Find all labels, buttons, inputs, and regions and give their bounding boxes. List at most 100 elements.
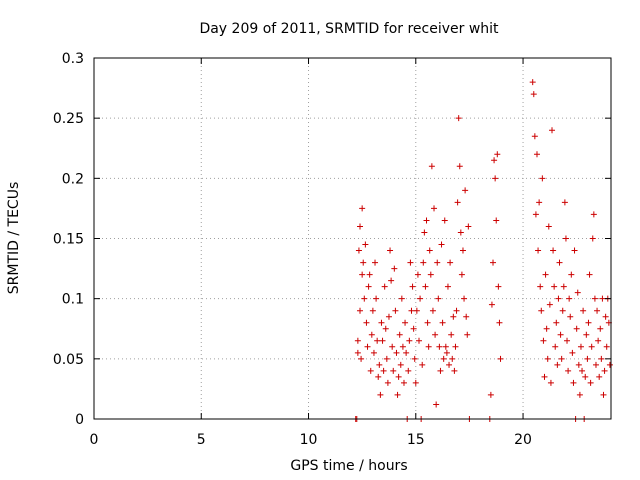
data-point — [592, 361, 599, 368]
data-point — [583, 331, 590, 338]
data-point — [362, 241, 369, 248]
data-point — [557, 331, 564, 338]
data-point — [434, 259, 441, 266]
data-point — [577, 343, 584, 350]
data-point — [370, 349, 377, 356]
data-point — [420, 259, 427, 266]
data-point — [566, 295, 573, 302]
data-point — [580, 307, 587, 314]
y-tick-label: 0.25 — [53, 111, 84, 127]
data-point — [428, 163, 435, 170]
data-point — [597, 325, 604, 332]
data-point — [382, 325, 389, 332]
data-point — [357, 223, 364, 230]
data-point — [432, 331, 439, 338]
data-point — [574, 289, 581, 296]
data-point — [441, 217, 448, 224]
data-point — [549, 127, 556, 134]
data-point — [600, 391, 607, 398]
data-point — [369, 307, 376, 314]
data-point — [385, 313, 392, 320]
data-point — [366, 271, 373, 278]
data-point — [453, 307, 460, 314]
data-point — [384, 379, 391, 386]
data-point — [442, 343, 449, 350]
data-point — [365, 283, 372, 290]
data-point — [452, 343, 459, 350]
data-point — [403, 349, 410, 356]
data-point — [575, 361, 582, 368]
data-point — [554, 361, 561, 368]
data-point — [421, 229, 428, 236]
data-point — [587, 379, 594, 386]
data-point — [416, 337, 423, 344]
data-point — [450, 313, 457, 320]
data-point — [591, 295, 598, 302]
data-point — [374, 337, 381, 344]
y-tick-label: 0.05 — [53, 352, 84, 368]
data-point — [497, 355, 504, 362]
data-point — [546, 301, 553, 308]
data-point — [564, 337, 571, 344]
data-point — [424, 319, 431, 326]
data-point — [447, 259, 454, 266]
data-point — [437, 367, 444, 374]
axis-ticks — [93, 57, 611, 420]
data-point — [422, 283, 429, 290]
data-point — [380, 367, 387, 374]
data-point — [559, 307, 566, 314]
data-point — [408, 307, 415, 314]
data-point — [532, 211, 539, 218]
data-point — [377, 391, 384, 398]
data-point — [449, 355, 456, 362]
data-point — [494, 151, 501, 158]
data-point — [396, 331, 403, 338]
data-point — [571, 247, 578, 254]
data-point — [464, 331, 471, 338]
x-tick-label: 20 — [514, 432, 532, 448]
data-point — [451, 367, 458, 374]
data-point — [427, 271, 434, 278]
data-point — [364, 343, 371, 350]
x-tick-label: 5 — [197, 432, 206, 448]
data-point — [375, 373, 382, 380]
data-point — [412, 379, 419, 386]
data-point — [409, 283, 416, 290]
data-point — [387, 247, 394, 254]
x-tick-labels: 0 5 10 15 20 — [90, 432, 532, 448]
data-point — [533, 151, 540, 158]
data-point — [582, 373, 589, 380]
x-tick-label: 0 — [90, 432, 99, 448]
data-point — [545, 223, 552, 230]
data-point — [491, 157, 498, 164]
data-point — [443, 349, 450, 356]
data-point — [429, 307, 436, 314]
data-point — [444, 283, 451, 290]
data-point — [585, 319, 592, 326]
data-point — [381, 283, 388, 290]
data-point — [569, 349, 576, 356]
data-point — [553, 319, 560, 326]
data-point — [400, 379, 407, 386]
data-point — [535, 247, 542, 254]
data-point — [405, 367, 412, 374]
data-point — [594, 307, 601, 314]
data-point — [573, 325, 580, 332]
data-point — [570, 379, 577, 386]
data-point — [458, 271, 465, 278]
data-point — [376, 361, 383, 368]
data-point — [394, 391, 401, 398]
data-point — [586, 271, 593, 278]
data-point — [531, 133, 538, 140]
data-point — [495, 283, 502, 290]
data-point — [399, 343, 406, 350]
data-point — [410, 325, 417, 332]
data-point — [446, 361, 453, 368]
data-point — [359, 271, 366, 278]
data-point — [529, 79, 536, 86]
y-axis-label: SRMTID / TECUs — [6, 182, 22, 295]
data-point — [426, 247, 433, 254]
data-point — [354, 337, 361, 344]
grid-lines — [94, 58, 611, 419]
